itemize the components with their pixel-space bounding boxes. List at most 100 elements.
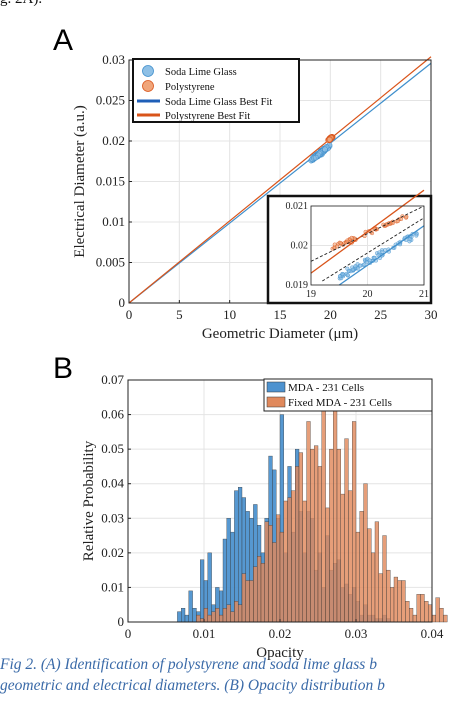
histogram-bar-mda bbox=[177, 611, 182, 623]
caption-line-1: Fig 2. (A) Identification of polystyrene… bbox=[0, 656, 377, 673]
inset-fit-soda bbox=[338, 225, 425, 286]
inset-x-tick-label: 19 bbox=[306, 289, 316, 300]
y-tick-label: 0.04 bbox=[101, 476, 124, 491]
histogram-bar-fixed-mda bbox=[295, 466, 300, 623]
histogram-bar-fixed-mda bbox=[310, 448, 315, 623]
inset-point-polystyrene bbox=[335, 244, 340, 249]
histogram-bar-fixed-mda bbox=[260, 563, 265, 623]
histogram-bar-fixed-mda bbox=[393, 576, 398, 623]
legend-label: Soda Lime Glass bbox=[165, 67, 237, 78]
histogram-bar-fixed-mda bbox=[222, 607, 227, 623]
inset-point-soda bbox=[358, 263, 363, 268]
histogram-bar-fixed-mda bbox=[443, 614, 448, 623]
inset-y-tick-label: 0.019 bbox=[286, 280, 309, 291]
y-tick-label: 0.015 bbox=[96, 174, 125, 189]
histogram-bar-fixed-mda bbox=[200, 618, 205, 623]
figure-caption: Fig 2. (A) Identification of polystyrene… bbox=[0, 654, 474, 696]
histogram-bar-fixed-mda bbox=[409, 607, 414, 623]
inset-fit-polystyrene bbox=[310, 189, 425, 274]
x-tick-label: 0 bbox=[125, 626, 132, 641]
x-axis-label: Geometric Diameter (μm) bbox=[202, 326, 358, 342]
scatter-chart-a: 0 5 10 15 20 25 3000.0050.010.0150.020.0250.03… bbox=[72, 52, 438, 342]
histogram-bar-fixed-mda bbox=[412, 614, 417, 623]
x-tick-label: 20 bbox=[324, 307, 337, 322]
y-tick-label: 0.025 bbox=[96, 93, 125, 108]
histogram-bar-fixed-mda bbox=[386, 569, 391, 623]
inset-point-polystyrene bbox=[384, 222, 389, 227]
inset-frame bbox=[310, 205, 425, 286]
histogram-bar-mda bbox=[200, 559, 205, 623]
inset-x-tick-label: 20 bbox=[363, 289, 373, 300]
histogram-bar-fixed-mda bbox=[230, 611, 235, 623]
histogram-bar-mda bbox=[230, 531, 235, 623]
histogram-bar-fixed-mda bbox=[435, 597, 440, 623]
y-tick-label: 0.07 bbox=[101, 372, 124, 387]
y-tick-label: 0.01 bbox=[101, 579, 124, 594]
histogram-bar-fixed-mda bbox=[424, 601, 429, 623]
histogram-bar-fixed-mda bbox=[439, 607, 444, 623]
histogram-bar-mda bbox=[184, 614, 189, 623]
histogram-bar-fixed-mda bbox=[306, 421, 311, 623]
caption-line-2: geometric and electrical diameters. (B) … bbox=[0, 677, 385, 694]
inset-y-tick-label: 0.021 bbox=[286, 201, 309, 212]
x-tick-label: 10 bbox=[223, 307, 236, 322]
histogram-bar-fixed-mda bbox=[359, 511, 364, 623]
y-tick-label: 0.05 bbox=[101, 441, 124, 456]
inset-point-polystyrene bbox=[390, 221, 395, 226]
histogram-bar-fixed-mda bbox=[416, 594, 421, 623]
histogram-bar-mda bbox=[181, 607, 186, 623]
inset-point-soda bbox=[383, 248, 388, 253]
histogram-bar-fixed-mda bbox=[219, 614, 224, 623]
inset-dashed-line bbox=[310, 205, 425, 262]
legend-label: Polystyrene bbox=[165, 82, 215, 93]
y-tick-label: 0 bbox=[118, 614, 125, 629]
histogram-bar-fixed-mda bbox=[279, 531, 284, 623]
inset-point-soda bbox=[353, 264, 358, 269]
histogram-bar-fixed-mda bbox=[378, 573, 383, 623]
x-tick-label: 5 bbox=[176, 307, 183, 322]
inset-point-soda bbox=[414, 233, 419, 238]
y-tick-label: 0.06 bbox=[101, 407, 124, 422]
text-fragment-top: g. 2A). bbox=[0, 0, 42, 8]
histogram-bar-fixed-mda bbox=[276, 514, 281, 623]
histogram-bar-fixed-mda bbox=[215, 607, 220, 623]
legend-swatch-soda bbox=[142, 65, 154, 77]
inset-point-soda bbox=[340, 271, 345, 276]
y-tick-label: 0.02 bbox=[102, 133, 125, 148]
data-point-soda bbox=[322, 146, 328, 153]
histogram-bar-fixed-mda bbox=[241, 573, 246, 623]
x-tick-label: 15 bbox=[274, 307, 287, 322]
histogram-bar-fixed-mda bbox=[333, 404, 338, 623]
x-tick-label: 0 bbox=[126, 307, 133, 322]
inset-point-soda bbox=[362, 262, 367, 267]
histogram-bar-fixed-mda bbox=[272, 542, 277, 623]
inset-point-soda bbox=[350, 267, 355, 272]
histogram-bar-fixed-mda bbox=[401, 580, 406, 623]
histogram-bar-fixed-mda bbox=[211, 611, 216, 623]
fit-line bbox=[128, 56, 432, 304]
histogram-bar-fixed-mda bbox=[390, 587, 395, 623]
inset-point-polystyrene bbox=[338, 240, 343, 245]
inset-point-polystyrene bbox=[399, 217, 404, 222]
histogram-chart-b: 0 0.01 0.02 0.03 0.04 0 0.01 0.02 0.03 0.04 0.05 0.… bbox=[81, 372, 448, 660]
histogram-bar-fixed-mda bbox=[428, 604, 433, 623]
histogram-bar-fixed-mda bbox=[283, 500, 288, 623]
legend-label: MDA - 231 Cells bbox=[288, 382, 364, 394]
histogram-bar-fixed-mda bbox=[367, 528, 372, 623]
inset-point-polystyrene bbox=[395, 219, 400, 224]
histogram-bar-mda bbox=[192, 607, 197, 623]
data-point-soda bbox=[312, 154, 319, 161]
histogram-bar-fixed-mda bbox=[325, 507, 330, 623]
histogram-bar-mda bbox=[188, 590, 193, 623]
x-tick-label: 0.04 bbox=[421, 626, 444, 641]
inset-point-polystyrene bbox=[349, 235, 354, 240]
inset-point-polystyrene bbox=[404, 214, 409, 219]
histogram-bar-fixed-mda bbox=[348, 490, 353, 623]
inset-point-polystyrene bbox=[345, 238, 350, 243]
y-axis-label: Electrical Diameter (a.u.) bbox=[72, 105, 88, 257]
histogram-bar-fixed-mda bbox=[203, 607, 208, 623]
histogram-bar-fixed-mda bbox=[363, 483, 368, 623]
histogram-bar-fixed-mda bbox=[291, 490, 296, 623]
x-tick-label: 0.03 bbox=[345, 626, 368, 641]
histogram-bar-fixed-mda bbox=[302, 500, 307, 623]
